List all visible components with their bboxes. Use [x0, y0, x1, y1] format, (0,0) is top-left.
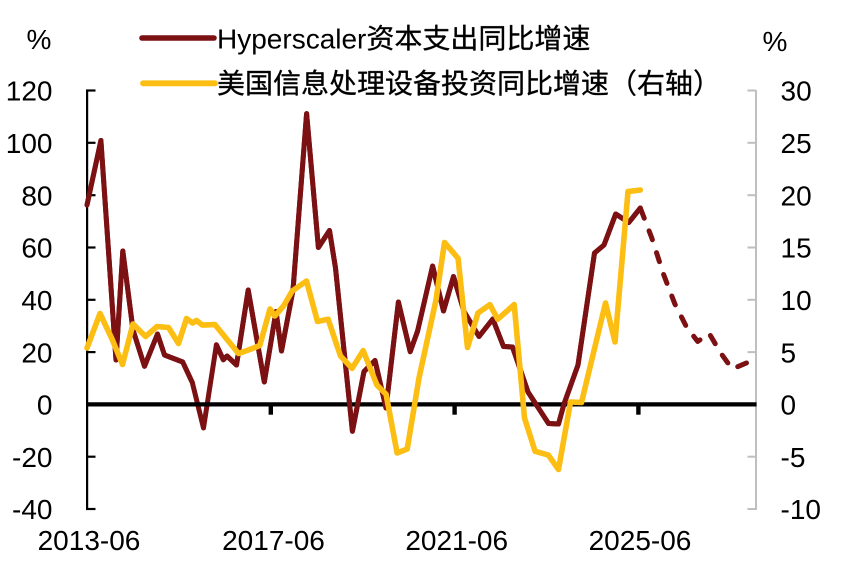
- svg-text:-5: -5: [781, 442, 806, 473]
- svg-text:100: 100: [6, 128, 53, 159]
- svg-text:5: 5: [781, 337, 797, 368]
- svg-text:20: 20: [21, 337, 52, 368]
- svg-text:-40: -40: [12, 494, 52, 525]
- svg-text:20: 20: [781, 180, 812, 211]
- svg-text:2025-06: 2025-06: [589, 525, 692, 556]
- svg-text:40: 40: [21, 285, 52, 316]
- svg-text:2013-06: 2013-06: [38, 525, 141, 556]
- svg-text:30: 30: [781, 76, 812, 107]
- svg-text:-10: -10: [781, 494, 821, 525]
- svg-text:0: 0: [37, 390, 53, 421]
- svg-text:0: 0: [781, 390, 797, 421]
- svg-text:80: 80: [21, 180, 52, 211]
- svg-text:-20: -20: [12, 442, 52, 473]
- svg-text:120: 120: [6, 76, 53, 107]
- svg-text:Hyperscaler: Hyperscaler: [217, 23, 366, 54]
- svg-text:60: 60: [21, 233, 52, 264]
- svg-text:%: %: [762, 26, 787, 57]
- svg-text:15: 15: [781, 233, 812, 264]
- svg-text:25: 25: [781, 128, 812, 159]
- svg-text:2017-06: 2017-06: [222, 525, 325, 556]
- svg-text:2021-06: 2021-06: [405, 525, 508, 556]
- svg-text:%: %: [27, 24, 52, 55]
- svg-text:10: 10: [781, 285, 812, 316]
